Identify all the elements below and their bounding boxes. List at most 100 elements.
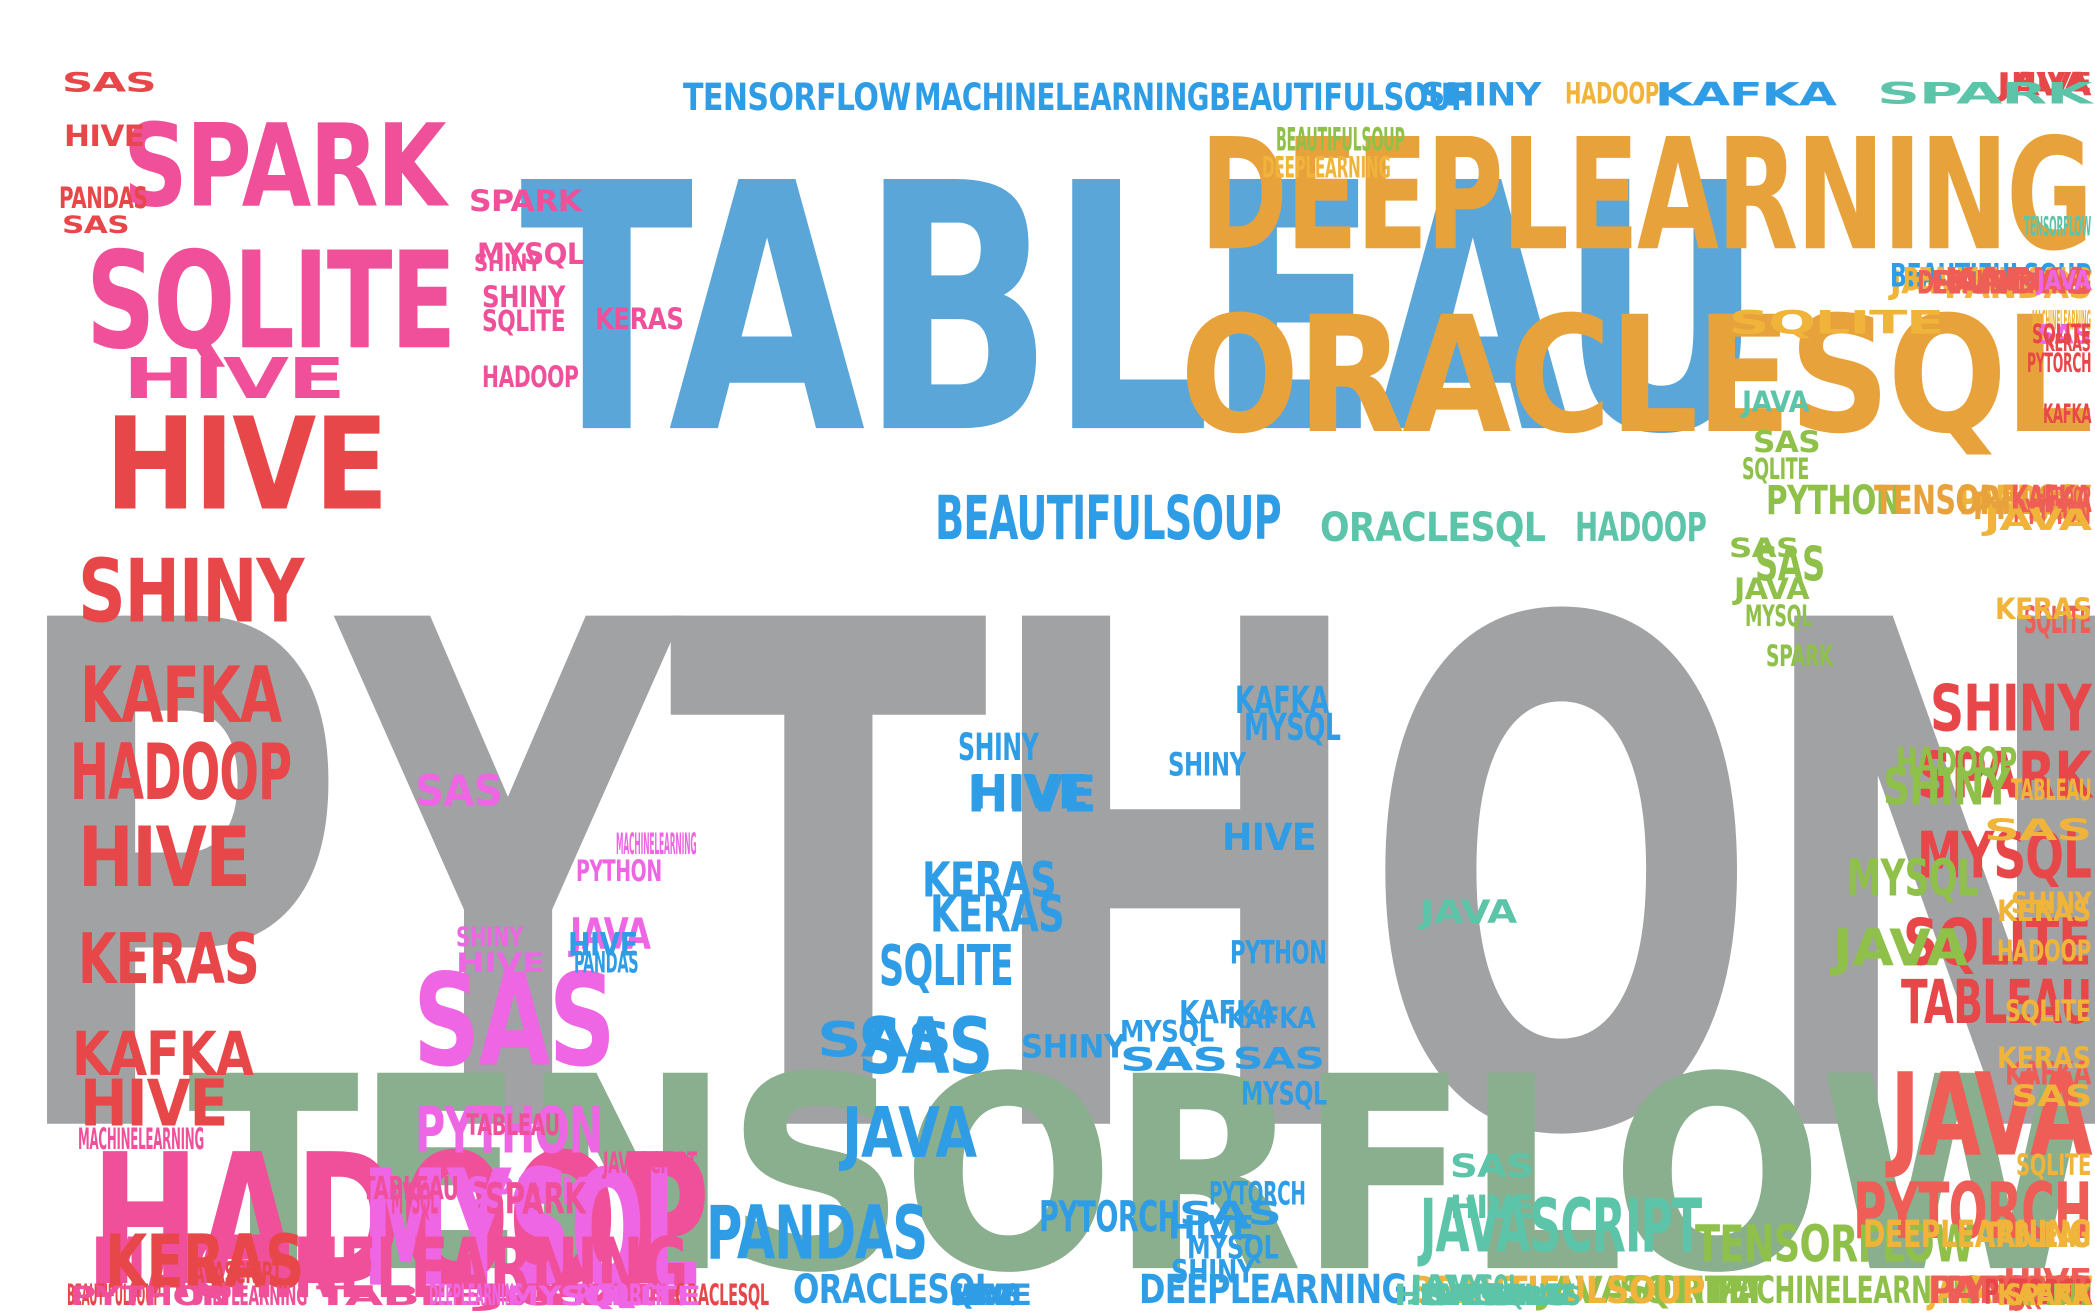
word-hadoop: HADOOP [1574,505,1707,553]
word-kafka: KAFKA [1420,1278,1501,1313]
word-sqlite: SQLITE [1728,304,1944,343]
word-mysql: MYSQL [1846,849,1979,910]
word-beautifulsoup: BEAUTIFULSOUP [1889,258,2091,296]
word-tensorflow: TENSORFLOW [683,76,912,121]
word-mysql: MYSQL [1187,1229,1279,1268]
word-hadoop: HADOOP [2005,1275,2091,1314]
word-java: JAVA [2015,1275,2092,1314]
word-beautifulsoup: BEAUTIFULSOUP [1275,121,1405,159]
word-hive: HIVE [1168,1209,1255,1247]
word-sqlite: SQLITE [879,933,1014,999]
word-python: PYTHON [2013,492,2092,533]
word-shiny: SHINY [1021,1028,1126,1067]
word-hive: HIVE [64,119,145,155]
word-sas: SAS [817,1013,952,1070]
word-java: JAVA [569,909,651,960]
word-hadoop: HADOOP [69,727,292,819]
word-pytorch: PYTORCH [1208,1175,1306,1214]
word-sas: SAS [1752,425,1821,460]
word-hive: HIVE [951,1278,1019,1313]
word-beautifulsoup: BEAUTIFULSOUP [1409,1269,1706,1314]
word-pandas: PANDAS [1930,264,2092,303]
word-shiny: SHINY [455,921,523,953]
word-python: PYTHON [549,1278,671,1313]
word-sqlite: SQLITE [2010,1275,2092,1314]
word-mysql: MYSQL [1240,1075,1327,1113]
word-spark: SPARK [1766,639,1834,675]
word-hive: HIVE [967,765,1097,825]
word-java: JAVA [1420,894,1517,932]
word-javascript: JAVASCRIPT [1538,1269,1767,1314]
word-hive: HIVE [1393,1278,1482,1313]
word-pytorch: PYTORCH [1983,1272,2092,1314]
word-tableau: TABLEAU [466,1108,561,1144]
word-keras: KERAS [1487,1281,1582,1313]
word-shiny: SHINY [1882,758,2011,819]
word-keras: KERAS [1994,593,2092,628]
word-pytorch: PYTORCH [2010,1272,2092,1314]
word-sas: SAS [1728,533,1799,565]
word-shiny: SHINY [2010,886,2092,921]
word-java: JAVA [1742,385,1810,420]
word-deeplearning: DEEPLEARNING [1262,151,1391,186]
word-hive: HIVE [455,948,545,980]
word-sas: SAS [2029,492,2091,531]
word-spark: SPARK [123,99,446,233]
word-shiny: SHINY [2021,1278,2091,1313]
word-deeplearning: DEEPLEARNING [1139,1266,1408,1314]
word-spark: SPARK [2013,1275,2091,1314]
word-hive: HIVE [2010,1275,2092,1314]
word-deeplearning: DEEPLEARNING [1863,1212,2091,1257]
word-python: PYTHON [1230,934,1327,973]
word-shiny: SHINY [1171,1253,1255,1292]
word-javascript: JAVASCRIPT [1889,264,2092,303]
word-javascript: JAVASCRIPT [187,1256,282,1291]
word-sqlite: SQLITE [2015,1149,2091,1184]
word-kafka: KAFKA [2042,399,2092,431]
word-hive: HIVE [951,1278,1032,1313]
word-tensorflow: TENSORFLOW [2023,211,2091,243]
word-tensorflow: TENSORFLOW [1873,478,2092,526]
word-oraclesql: ORACLESQL [1179,281,2094,469]
word-machinelearning: MACHINELEARNING [913,76,1209,121]
word-tensorflow: TENSORFLOW [188,1020,2095,1315]
word-sas: SAS [412,946,616,1095]
word-deeplearning: DEEPLEARNING [191,1281,307,1313]
word-shiny: SHINY [474,249,542,278]
word-keras: KERAS [1997,1041,2091,1077]
word-javascript: JAVASCRIPT [1420,1183,1702,1270]
word-tableau: TABLEAU [316,1281,558,1313]
word-python: PYTHON [1766,478,1901,526]
word-mysql: MYSQL [1449,1269,1520,1307]
word-pytorch: PYTORCH [2026,348,2092,380]
word-spark: SPARK [2010,1275,2092,1314]
word-pandas: PANDAS [951,1278,1019,1313]
word-keras: KERAS [921,852,1057,910]
word-keras: KERAS [104,1219,304,1306]
word-oraclesql: ORACLESQL [793,1266,995,1314]
word-sas: SAS [61,211,130,240]
word-sqlite: SQLITE [482,304,566,340]
word-spark: SPARK [1876,77,2093,112]
word-mysql: MYSQL [1120,1015,1215,1050]
word-pytorch: PYTORCH [1946,1269,2092,1314]
word-mysql: MYSQL [1744,599,1812,635]
word-hadoop: HADOOP [91,1115,710,1315]
word-sas: SAS [1417,1278,1505,1313]
word-pandas: PANDAS [573,945,639,981]
word-beautifulsoup: BEAUTIFULSOUP [67,1278,161,1313]
word-hive: HIVE [77,810,251,908]
word-hive: HIVE [104,390,389,539]
word-java: JAVA [1997,66,2092,104]
word-shiny: SHINY [958,726,1039,771]
word-kafka: KAFKA [1654,77,1837,115]
word-tensorflow: TENSORFLOW [1695,1215,1974,1275]
word-spark: SPARK [1916,738,2092,814]
word-hive: HIVE [2010,66,2092,99]
word-hive: HIVE [123,346,346,413]
word-pandas: PANDAS [1490,1281,1566,1313]
word-kafka: KAFKA [1235,679,1330,724]
word-pytorch: PYTORCH [576,1278,670,1313]
word-sas: SAS [1232,1042,1325,1077]
word-shiny: SHINY [1930,671,2092,747]
